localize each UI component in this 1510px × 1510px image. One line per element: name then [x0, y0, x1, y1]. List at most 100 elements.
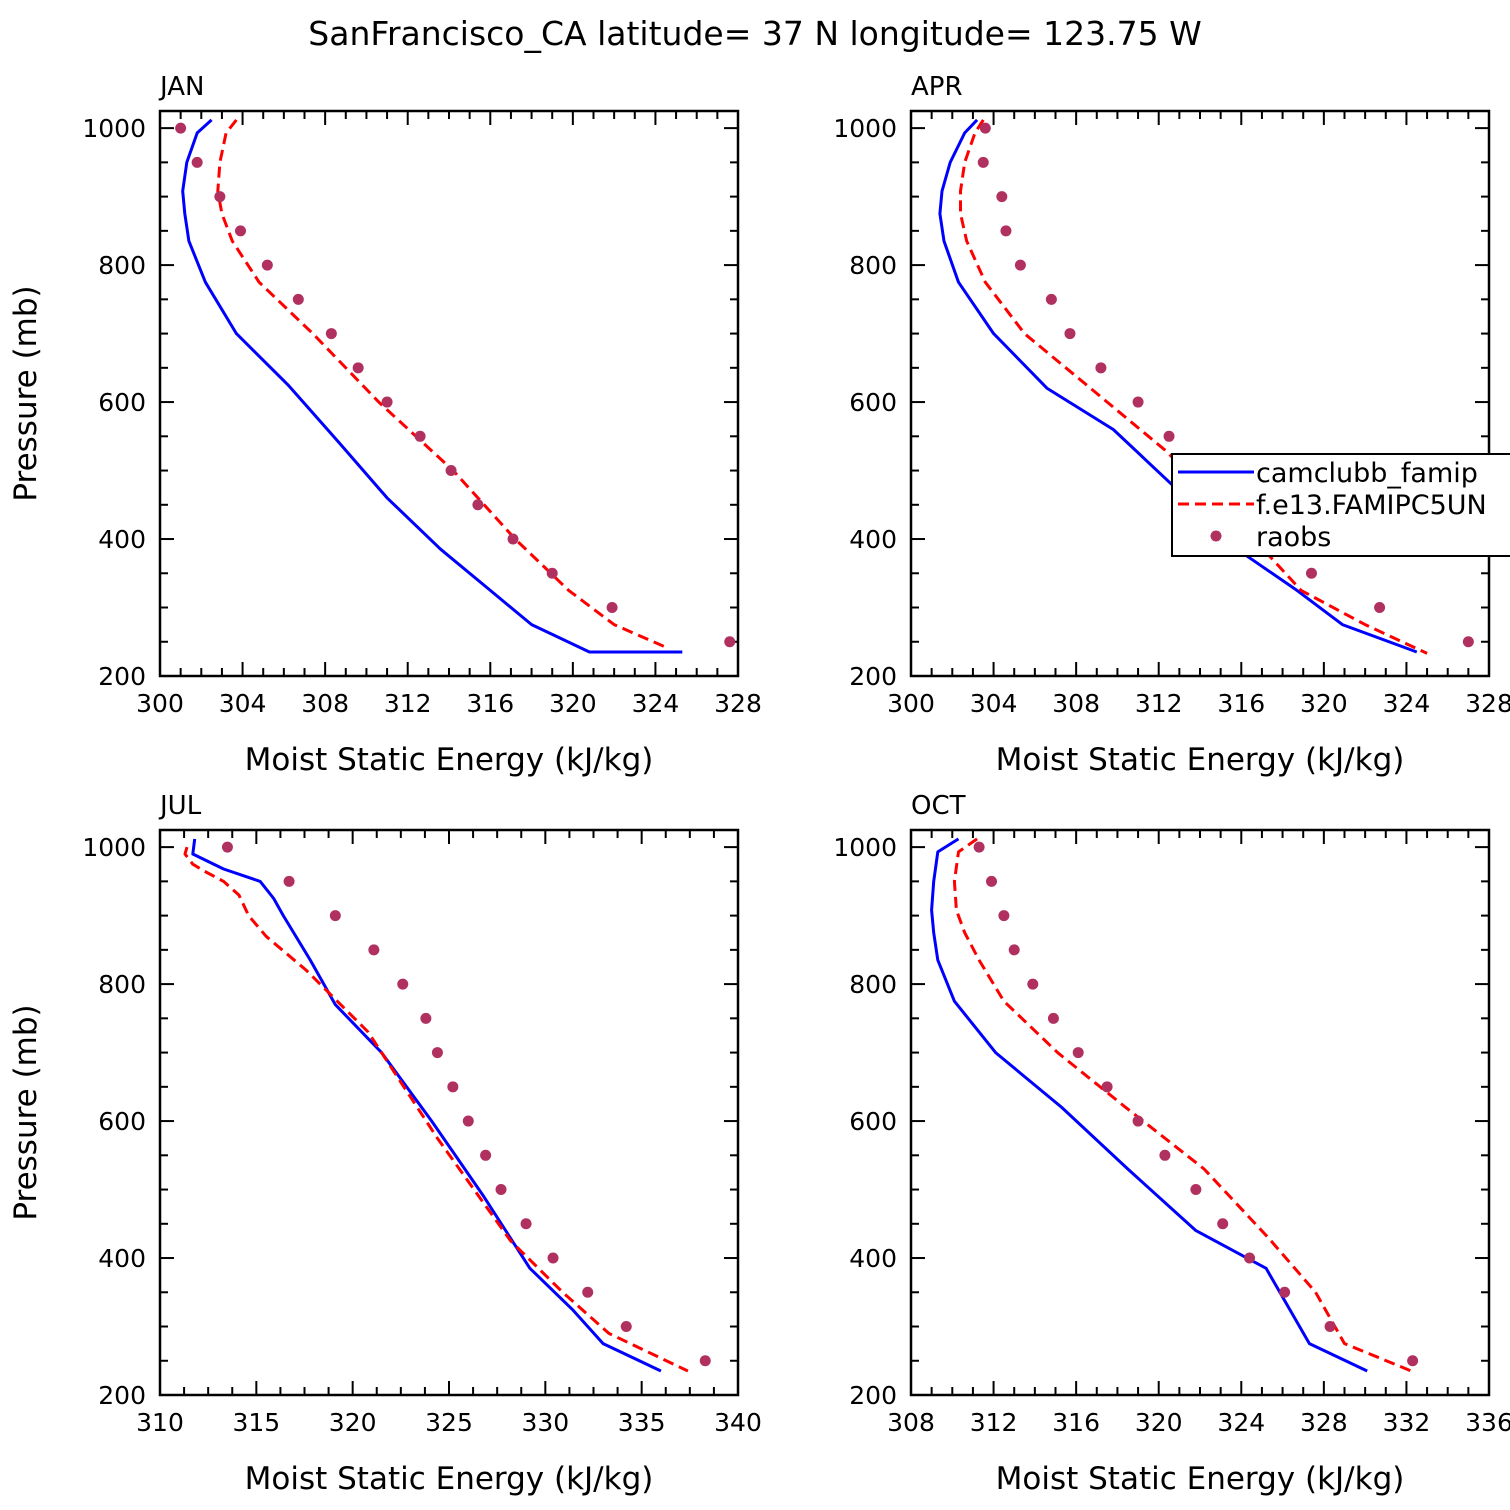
y-axis-label: Pressure (mb) [8, 1004, 44, 1220]
plot-frame [158, 109, 740, 678]
panel-label: JAN [158, 72, 204, 102]
x-tick-label: 300 [136, 689, 184, 718]
x-tick-label: 320 [549, 689, 597, 718]
x-tick-label: 324 [1217, 1408, 1265, 1437]
x-tick-label: 340 [714, 1408, 762, 1437]
data-point-raobs [1324, 1321, 1336, 1333]
data-point-raobs [546, 567, 558, 579]
data-point-raobs [507, 533, 519, 545]
x-axis-label: Moist Static Energy (kJ/kg) [996, 742, 1405, 778]
x-tick-label: 332 [1383, 1408, 1431, 1437]
legend-marker-raobs [1210, 530, 1222, 542]
legend-label: raobs [1256, 522, 1331, 553]
y-tick-label: 600 [98, 388, 146, 417]
x-tick-label: 308 [887, 1408, 935, 1437]
y-axis-label: Pressure (mb) [8, 285, 44, 501]
data-point-raobs [1163, 430, 1175, 442]
x-axis-label: Moist Static Energy (kJ/kg) [245, 742, 654, 778]
data-point-raobs [235, 225, 247, 237]
y-tick-label: 600 [849, 1107, 897, 1136]
figure-title: SanFrancisco_CA latitude= 37 N longitude… [308, 14, 1201, 53]
x-tick-label: 328 [714, 689, 762, 718]
data-point-raobs [1008, 944, 1020, 956]
plot-area [938, 118, 1474, 655]
data-point-raobs [1045, 293, 1057, 305]
legend-label: camclubb_famip [1256, 458, 1478, 489]
data-point-raobs [620, 1321, 632, 1333]
x-tick-label: 312 [970, 1408, 1018, 1437]
panel-label: OCT [911, 791, 966, 821]
x-axis-label: Moist Static Energy (kJ/kg) [996, 1461, 1405, 1497]
data-point-raobs [1047, 1012, 1059, 1024]
data-point-raobs [979, 122, 991, 134]
legend-label: f.e13.FAMIPC5UN [1256, 490, 1487, 521]
data-point-raobs [724, 636, 736, 648]
data-point-raobs [1407, 1355, 1419, 1367]
data-point-raobs [1095, 362, 1107, 374]
x-tick-label: 325 [425, 1408, 473, 1437]
data-point-raobs [1101, 1081, 1113, 1093]
data-point-raobs [292, 293, 304, 305]
y-tick-label: 1000 [82, 833, 146, 862]
series-line-f-e13-famipc5un [959, 119, 1428, 655]
data-point-raobs [191, 156, 203, 168]
data-point-raobs [420, 1012, 432, 1024]
y-tick-label: 200 [849, 1381, 897, 1410]
data-point-raobs [1190, 1184, 1202, 1196]
data-point-raobs [431, 1047, 443, 1059]
data-point-raobs [973, 841, 985, 853]
data-point-raobs [445, 465, 457, 477]
data-point-raobs [221, 841, 233, 853]
data-point-raobs [1132, 396, 1144, 408]
data-point-raobs [547, 1252, 559, 1264]
panel-label: JUL [158, 791, 202, 821]
data-point-raobs [414, 430, 426, 442]
y-tick-label: 200 [98, 1381, 146, 1410]
data-point-raobs [368, 944, 380, 956]
data-point-raobs [520, 1218, 532, 1230]
data-point-raobs [606, 602, 618, 614]
y-tick-label: 800 [98, 251, 146, 280]
x-tick-label: 330 [521, 1408, 569, 1437]
data-point-raobs [1279, 1286, 1291, 1298]
data-point-raobs [283, 875, 295, 887]
data-point-raobs [1217, 1218, 1229, 1230]
y-tick-label: 800 [98, 970, 146, 999]
data-point-raobs [1000, 225, 1012, 237]
data-point-raobs [214, 191, 226, 203]
plot-area [175, 118, 736, 654]
data-point-raobs [480, 1149, 492, 1161]
y-tick-label: 600 [98, 1107, 146, 1136]
panel-label: APR [911, 72, 963, 102]
data-point-raobs [699, 1355, 711, 1367]
x-tick-label: 316 [466, 689, 514, 718]
series-line-camclubb-famip [938, 118, 1418, 654]
x-tick-label: 304 [970, 689, 1018, 718]
data-point-raobs [1014, 259, 1026, 271]
series-line-camclubb-famip [181, 118, 683, 654]
data-point-raobs [1244, 1252, 1256, 1264]
data-point-raobs [462, 1115, 474, 1127]
plot-area [930, 837, 1419, 1374]
y-tick-label: 400 [849, 525, 897, 554]
plot-area [183, 838, 711, 1373]
series-line-f-e13-famipc5un [183, 846, 689, 1373]
data-point-raobs [996, 191, 1008, 203]
data-point-raobs [352, 362, 364, 374]
y-tick-label: 600 [849, 388, 897, 417]
x-tick-label: 310 [136, 1408, 184, 1437]
series-line-f-e13-famipc5un [952, 837, 1416, 1374]
data-point-raobs [1305, 567, 1317, 579]
panel-oct: OCT 308 312 316 320 324 328 332 336 200 400 600 800 1… [833, 791, 1510, 1497]
series-line-f-e13-famipc5un [216, 118, 667, 649]
data-point-raobs [175, 122, 187, 134]
x-tick-label: 335 [618, 1408, 666, 1437]
x-tick-label: 320 [1300, 689, 1348, 718]
data-point-raobs [1072, 1047, 1084, 1059]
data-point-raobs [1374, 602, 1386, 614]
x-axis-label: Moist Static Energy (kJ/kg) [245, 1461, 654, 1497]
y-tick-label: 800 [849, 970, 897, 999]
series-line-camclubb-famip [191, 838, 662, 1373]
